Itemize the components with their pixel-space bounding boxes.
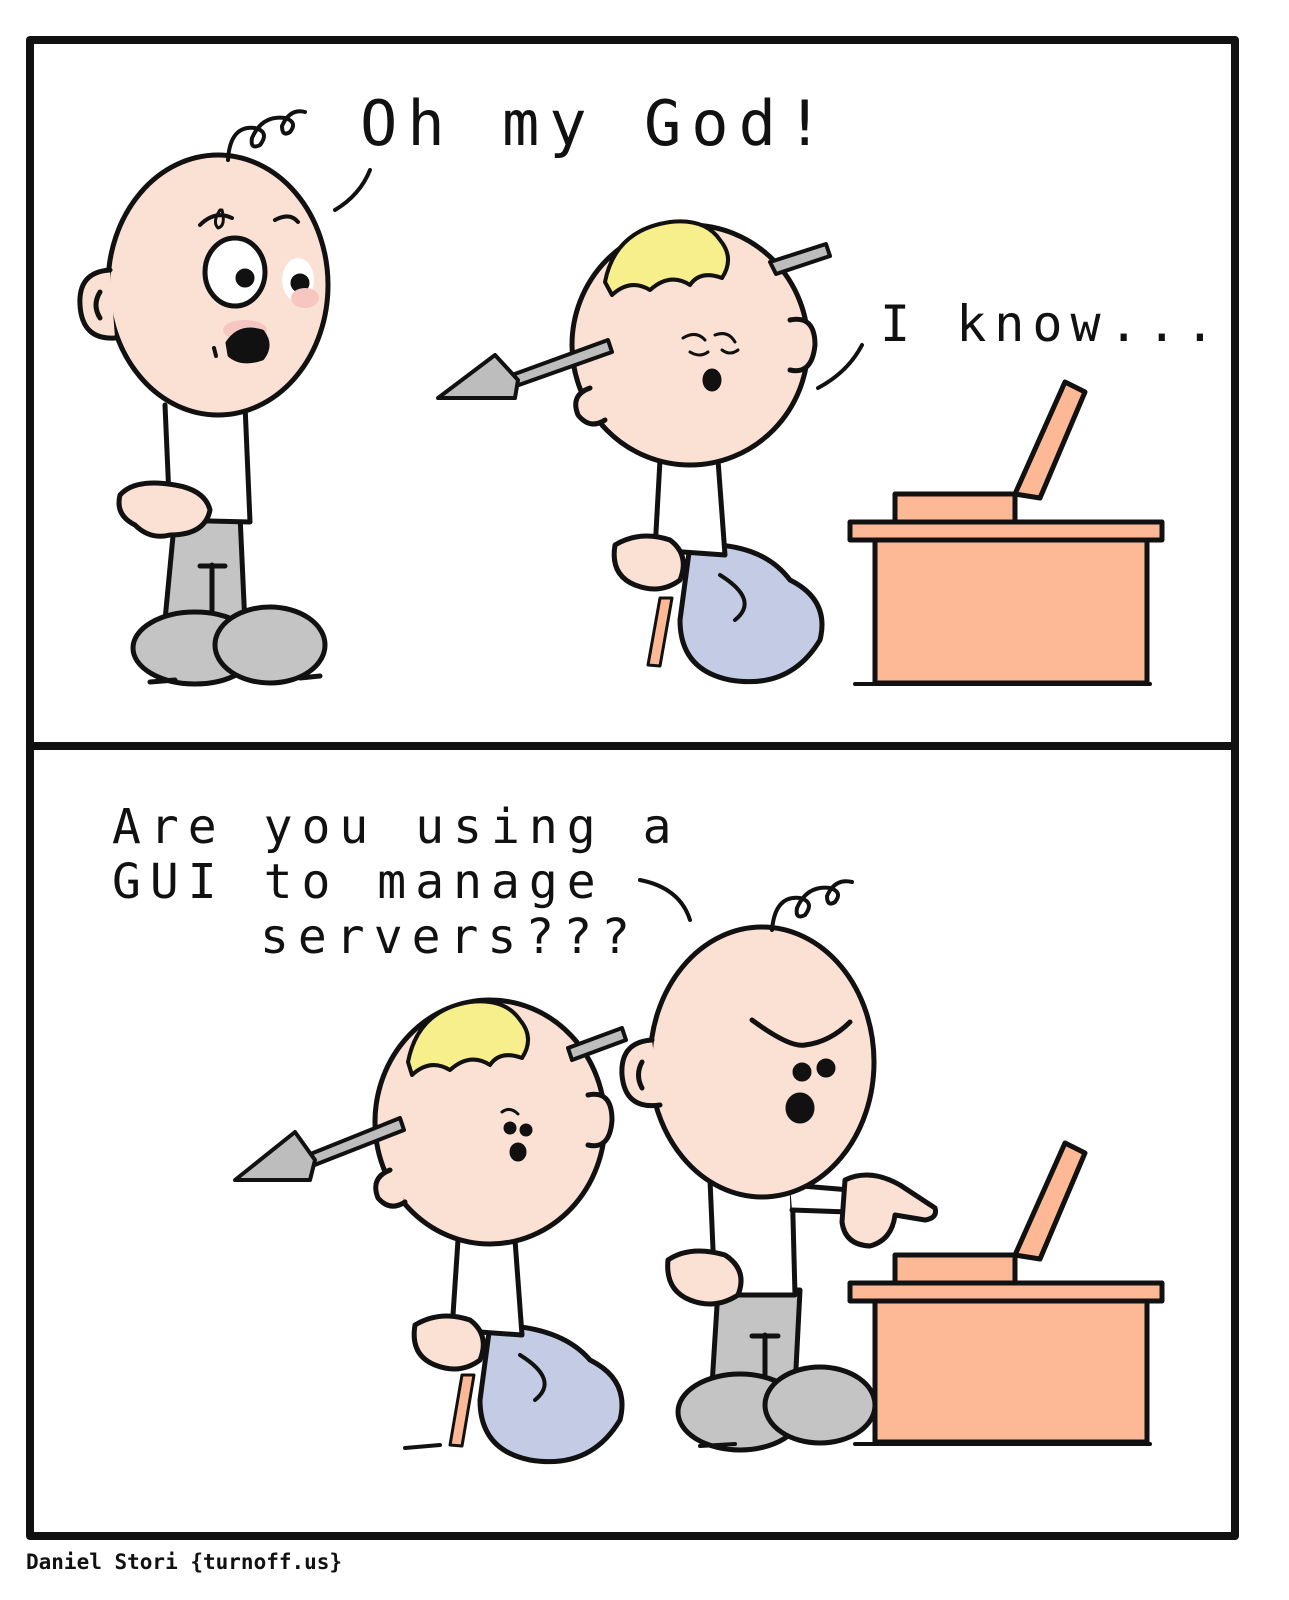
arrowed-character	[372, 997, 625, 1465]
arrowed-character	[569, 219, 825, 685]
arrow-through-head	[233, 1026, 628, 1182]
speech-oh-my-god: Oh my God!	[360, 87, 834, 160]
speech-line: servers???	[260, 909, 639, 966]
speech-tail	[333, 168, 372, 212]
panel-2-frame	[26, 742, 1239, 1540]
speech-tail	[638, 878, 692, 922]
author-credit: Daniel Stori {turnoff.us}	[26, 1550, 343, 1574]
speech-i-know: I know...	[880, 295, 1223, 353]
shocked-character	[77, 109, 331, 687]
speech-gui-question: Are you using a GUI to manage servers???	[112, 799, 681, 966]
speech-line: Are you using a	[112, 799, 681, 855]
desk-with-laptop	[403, 1140, 1165, 1450]
desk-with-laptop	[847, 379, 1165, 686]
angry-character	[619, 879, 938, 1453]
speech-tail	[816, 343, 864, 390]
speech-line: GUI to manage	[112, 854, 605, 911]
arrow-through-head	[436, 242, 832, 400]
